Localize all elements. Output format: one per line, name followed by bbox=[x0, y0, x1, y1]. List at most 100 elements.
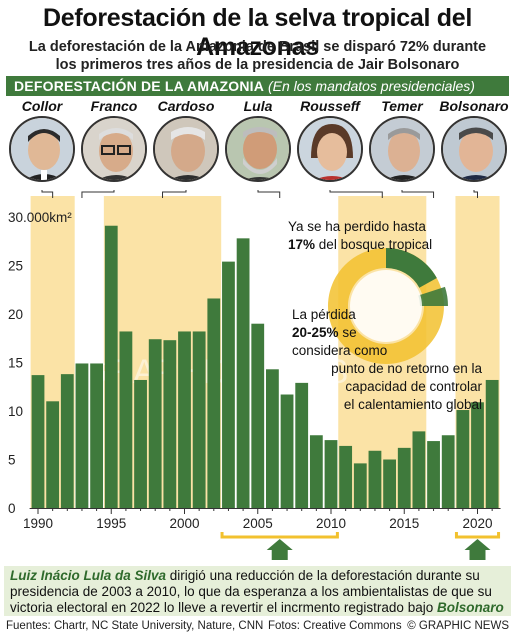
portrait-rousseff bbox=[297, 116, 363, 182]
bar-2008 bbox=[295, 382, 309, 508]
bar-1991 bbox=[46, 401, 60, 508]
bar-2020 bbox=[471, 402, 484, 508]
banner-note: (En los mandatos presidenciales) bbox=[267, 78, 475, 94]
president-name-franco: Franco bbox=[90, 98, 138, 114]
bar-2010 bbox=[324, 440, 338, 508]
bar-1993 bbox=[75, 363, 89, 508]
bar-2007 bbox=[280, 394, 294, 508]
president-name-cardoso: Cardoso bbox=[157, 98, 215, 114]
bar-2021 bbox=[485, 379, 499, 508]
y-tick-10: 10 bbox=[8, 404, 23, 419]
bar-1999 bbox=[163, 340, 177, 508]
section-banner: DEFORESTACIÓN DE LA AMAZONIA (En los man… bbox=[6, 76, 509, 96]
bar-1990 bbox=[31, 375, 45, 508]
page-subtitle: La deforestación de la Amazonia de Brasi… bbox=[10, 38, 505, 74]
connector-rousseff bbox=[329, 190, 383, 198]
subtitle-line-2: los primeros tres años de la presidencia… bbox=[55, 57, 460, 73]
donut-hole bbox=[350, 270, 422, 342]
highlight-arrow-2003 bbox=[266, 539, 293, 560]
bar-1998 bbox=[148, 339, 162, 508]
bar-2003 bbox=[222, 261, 235, 508]
bar-1992 bbox=[60, 374, 74, 508]
president-name-collor: Collor bbox=[21, 98, 63, 114]
bar-1995 bbox=[104, 225, 118, 509]
x-tick-label-1995: 1995 bbox=[96, 516, 126, 531]
loss-line-6: el calentamiento global bbox=[343, 397, 482, 412]
bar-2001 bbox=[192, 331, 206, 508]
subtitle-line-1: La deforestación de la Amazonia de Brasi… bbox=[28, 39, 487, 55]
connector-cardoso bbox=[162, 190, 187, 198]
bar-2013 bbox=[368, 450, 382, 508]
bar-2002 bbox=[207, 298, 221, 508]
bar-1996 bbox=[119, 331, 133, 508]
tipping-point-note: La pérdida 20-25% se considera como punt… bbox=[292, 306, 482, 414]
bar-2009 bbox=[309, 435, 323, 508]
connector-franco bbox=[81, 190, 115, 198]
highlight-bracket-2019 bbox=[454, 532, 501, 539]
page-title: Deforestación de la selva tropical del A… bbox=[42, 4, 473, 61]
y-tick-5: 5 bbox=[8, 453, 16, 468]
bar-2016 bbox=[412, 431, 426, 508]
footer-text-2: presidencia de 2003 a 2010, lo que da es… bbox=[10, 584, 492, 599]
portrait-collor bbox=[9, 116, 75, 182]
loss-line-3: considera como bbox=[292, 343, 388, 358]
x-tick-label-2005: 2005 bbox=[243, 516, 273, 531]
portrait-franco bbox=[81, 116, 147, 182]
y-tick-0: 0 bbox=[8, 501, 16, 516]
bar-2012 bbox=[353, 463, 367, 508]
bar-1994 bbox=[90, 363, 103, 508]
x-tick-label-2015: 2015 bbox=[389, 516, 419, 531]
highlight-arrow-2019 bbox=[464, 539, 491, 560]
donut-tipping-point-range bbox=[418, 286, 448, 306]
photo-credit: Fotos: Creative Commons bbox=[268, 620, 402, 632]
loss-bold: 20-25% bbox=[292, 325, 339, 340]
sources-text: Fuentes: Chartr, NC State University, Na… bbox=[6, 620, 264, 632]
y-tick-30: 30.000km² bbox=[8, 210, 72, 225]
president-name-temer: Temer bbox=[381, 98, 423, 114]
portrait-lula bbox=[225, 116, 291, 182]
y-tick-25: 25 bbox=[8, 259, 23, 274]
y-tick-20: 20 bbox=[8, 307, 23, 322]
lost-note-post: del bosque tropical bbox=[318, 237, 433, 252]
x-tick-label-2000: 2000 bbox=[169, 516, 199, 531]
bar-2000 bbox=[178, 331, 191, 508]
portrait-cardoso bbox=[153, 116, 219, 182]
lost-note-pre: Ya se ha perdido hasta bbox=[288, 219, 426, 234]
bar-2004 bbox=[236, 238, 250, 508]
donut-lost-share bbox=[386, 248, 437, 288]
banner-label: DEFORESTACIÓN DE LA AMAZONIA bbox=[14, 78, 265, 94]
president-name-lula: Lula bbox=[243, 98, 273, 114]
y-tick-15: 15 bbox=[8, 356, 23, 371]
lula-summary-box: Luiz Inácio Lula da Silva dirigió una re… bbox=[4, 566, 511, 616]
footer-text-1: dirigió una reducción de la deforestació… bbox=[166, 568, 480, 583]
portrait-temer bbox=[369, 116, 435, 182]
connector-collor bbox=[41, 190, 54, 198]
bar-2014 bbox=[383, 459, 396, 508]
bar-2006 bbox=[266, 369, 279, 508]
x-tick-label-2020: 2020 bbox=[462, 516, 492, 531]
bar-2019 bbox=[456, 410, 470, 508]
loss-line-4: punto de no retorno en la bbox=[331, 361, 482, 376]
bar-2018 bbox=[441, 435, 455, 508]
portrait-bolsonaro bbox=[441, 116, 507, 182]
footer-name: Luiz Inácio Lula da Silva bbox=[10, 568, 167, 583]
lost-forest-note: Ya se ha perdido hasta 17% del bosque tr… bbox=[288, 218, 488, 254]
president-name-rousseff: Rousseff bbox=[300, 98, 360, 114]
bar-2005 bbox=[251, 323, 265, 508]
bar-2011 bbox=[339, 445, 353, 508]
bar-2017 bbox=[427, 441, 440, 508]
x-tick-label-1990: 1990 bbox=[23, 516, 53, 531]
bar-1997 bbox=[134, 379, 147, 508]
brand-credit: © GRAPHIC NEWS bbox=[407, 620, 509, 632]
footer-text-3: victoria electoral en 2022 lo lleve a re… bbox=[10, 600, 437, 615]
x-tick-label-2010: 2010 bbox=[316, 516, 346, 531]
connector-bolsonaro bbox=[473, 190, 478, 198]
bar-2015 bbox=[397, 447, 411, 508]
lost-note-bold: 17% bbox=[288, 237, 316, 252]
loss-line-2: se bbox=[342, 325, 357, 340]
loss-line-5: capacidad de controlar bbox=[345, 379, 482, 394]
loss-line-1: La pérdida bbox=[292, 307, 356, 322]
footer-name-2: Bolsonaro bbox=[436, 600, 504, 615]
connector-lula bbox=[257, 190, 281, 198]
